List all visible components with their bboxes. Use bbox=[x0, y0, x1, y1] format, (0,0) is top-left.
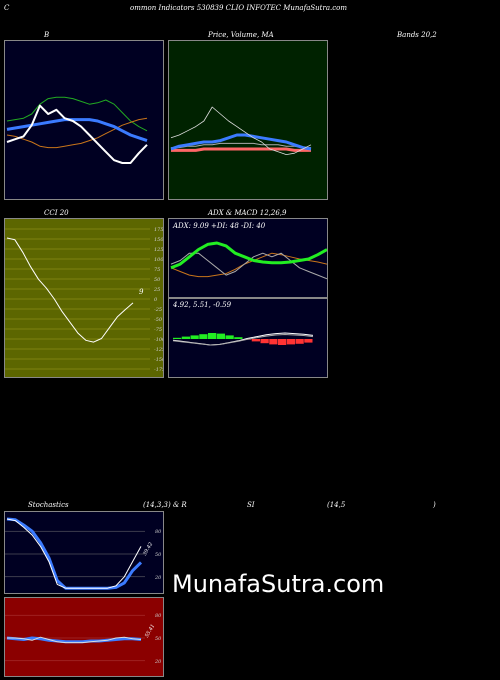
price-ma-grey-line bbox=[171, 142, 311, 149]
boll-price-line bbox=[6, 104, 148, 164]
stoch-chart: 80 50 20 bbox=[5, 517, 162, 590]
macd-bar bbox=[190, 335, 199, 339]
stoch-d-line bbox=[6, 517, 143, 590]
macd-panel: 4.92, 5.51, -0.59 bbox=[168, 298, 328, 378]
rsi-tick-label: 50 bbox=[155, 636, 162, 642]
cci-tick-label: 50 bbox=[154, 277, 161, 283]
cci-tick-label: -175 bbox=[154, 367, 164, 373]
adx-text: ADX: 9.09 +DI: 48 -DI: 40 bbox=[173, 222, 266, 230]
cci-tick-label: -125 bbox=[154, 347, 164, 353]
title-stoch-a: Stochastics bbox=[28, 501, 69, 509]
adx-chart bbox=[170, 241, 327, 280]
header-title: ommon Indicators 530839 CLIO INFOTEC Mun… bbox=[130, 4, 347, 12]
macd-bar bbox=[269, 339, 278, 345]
title-rsi-c: ) bbox=[433, 501, 436, 509]
watermark: MunafaSutra.com bbox=[172, 570, 385, 598]
stoch-tick-label: 80 bbox=[155, 529, 162, 535]
rsi-chart: 80 50 20 bbox=[5, 613, 162, 665]
title-rsi-b: (14,5 bbox=[327, 501, 346, 509]
bollinger-chart bbox=[6, 96, 148, 164]
adx-minus-di-line bbox=[170, 252, 327, 278]
rsi-panel: 80 50 20 55.41 bbox=[4, 597, 164, 677]
cci-tick-label: 75 bbox=[154, 267, 160, 273]
cci-tick-label: -25 bbox=[154, 307, 162, 313]
boll-upper-line bbox=[6, 96, 148, 132]
macd-text: 4.92, 5.51, -0.59 bbox=[173, 301, 232, 309]
macd-bar bbox=[208, 333, 217, 339]
stoch-panel: 80 50 20 39.42 bbox=[4, 511, 164, 594]
price-line bbox=[170, 106, 312, 155]
cci-tick-label: -150 bbox=[154, 357, 164, 363]
rsi-line bbox=[7, 636, 142, 644]
title-bollinger: B bbox=[44, 31, 50, 39]
header-c: C bbox=[4, 4, 10, 12]
title-adx-macd: ADX & MACD 12,26,9 bbox=[208, 209, 287, 217]
price-ma-red-line bbox=[171, 147, 311, 152]
cci-tick-label: 25 bbox=[153, 287, 160, 293]
cci-tick-label: 125 bbox=[154, 247, 164, 253]
rsi-tick-label: 20 bbox=[154, 659, 162, 665]
macd-bar bbox=[295, 339, 304, 344]
price-ma-panel bbox=[168, 40, 328, 200]
title-cci: CCI 20 bbox=[44, 209, 69, 217]
title-bands: Bands 20,2 bbox=[397, 31, 437, 39]
macd-bar bbox=[173, 337, 182, 339]
cci-tick-label: 0 bbox=[154, 297, 158, 303]
cci-tick-label: 150 bbox=[154, 237, 164, 243]
title-stoch-b: (14,3,3) & R bbox=[143, 501, 187, 509]
macd-bar bbox=[278, 339, 287, 345]
cci-value: 9 bbox=[139, 288, 144, 296]
macd-bar bbox=[304, 339, 313, 343]
cci-line bbox=[6, 237, 134, 343]
macd-bar bbox=[286, 339, 295, 345]
boll-lower-line bbox=[6, 117, 148, 149]
macd-bar bbox=[225, 335, 234, 339]
macd-bar bbox=[181, 336, 190, 339]
macd-bar bbox=[260, 339, 269, 344]
macd-bar bbox=[251, 339, 260, 342]
price-ma-blue-line bbox=[170, 133, 312, 151]
macd-bar bbox=[234, 337, 243, 339]
stoch-tick-label: 20 bbox=[154, 575, 162, 581]
adx-plus-di-line bbox=[170, 252, 327, 280]
cci-chart: 175 150 125 100 75 50 25 0 -25 -50 -75 -100 -125 -150… bbox=[5, 227, 164, 373]
macd-bar bbox=[199, 334, 208, 339]
cci-tick-label: -75 bbox=[154, 327, 162, 333]
macd-chart bbox=[172, 332, 314, 346]
adx-line bbox=[170, 241, 327, 270]
cci-tick-label: 100 bbox=[154, 257, 164, 263]
stoch-k-line bbox=[6, 518, 142, 589]
cci-tick-label: -50 bbox=[154, 317, 163, 323]
cci-panel: 175 150 125 100 75 50 25 0 -25 -50 -75 -100 -125 -150… bbox=[4, 218, 164, 378]
rsi-ma-line bbox=[6, 636, 142, 644]
stoch-tick-label: 50 bbox=[155, 552, 162, 558]
macd-signal-line bbox=[172, 334, 314, 346]
rsi-tick-label: 80 bbox=[155, 613, 162, 619]
title-rsi-a: SI bbox=[247, 501, 255, 509]
cci-tick-label: -100 bbox=[154, 337, 164, 343]
cci-tick-label: 175 bbox=[154, 227, 164, 233]
bollinger-panel bbox=[4, 40, 164, 200]
adx-panel: ADX: 9.09 +DI: 48 -DI: 40 bbox=[168, 218, 328, 298]
macd-bar bbox=[216, 333, 225, 339]
title-price-ma: Price, Volume, MA bbox=[208, 31, 274, 39]
price-ma-chart bbox=[170, 106, 312, 155]
